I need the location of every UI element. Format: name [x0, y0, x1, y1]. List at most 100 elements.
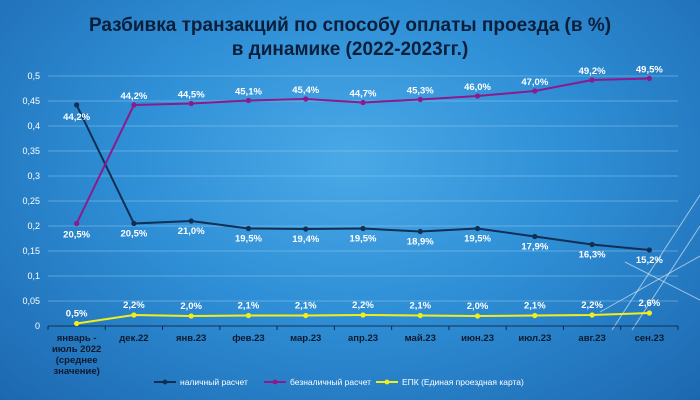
data-label: 44,7% — [350, 89, 377, 100]
decor-line — [631, 225, 700, 331]
data-point — [589, 312, 595, 318]
data-label: 2,2% — [581, 300, 603, 311]
data-label: 45,1% — [235, 87, 262, 98]
data-point — [303, 226, 309, 232]
y-tick-label: 0,4 — [27, 121, 40, 131]
data-point — [74, 220, 80, 227]
series-group — [74, 75, 652, 327]
data-point — [245, 97, 252, 104]
x-tick-label: значение) — [53, 366, 99, 377]
data-point — [360, 225, 366, 232]
data-label: 2,0% — [467, 301, 489, 312]
data-point — [474, 225, 481, 232]
x-tick-label: (среднее — [56, 355, 98, 366]
x-tick-label: январь - — [57, 333, 97, 344]
data-point — [245, 312, 252, 319]
x-tick-label: фев.23 — [232, 333, 265, 344]
legend-marker — [384, 379, 390, 385]
data-label: 49,2% — [579, 66, 606, 77]
legend-label: ЕПК (Единая проездная карта) — [402, 377, 524, 387]
data-label: 21,0% — [178, 226, 205, 237]
data-label: 16,3% — [579, 250, 606, 261]
chart-title-line-2: в динамике (2022-2023гг.) — [231, 39, 469, 60]
chart-title: Разбивка транзакций по способу оплаты пр… — [0, 14, 700, 62]
y-axis: 0 0,05 0,1 0,15 0,2 0,25 0,3 0,35 0,4 0,45 0,5 — [22, 71, 40, 331]
data-point — [188, 218, 194, 224]
y-tick-label: 0,45 — [22, 96, 40, 106]
data-point — [589, 241, 595, 248]
data-label: 2,1% — [295, 301, 317, 312]
y-tick-label: 0,1 — [27, 271, 40, 281]
data-point — [245, 225, 252, 232]
data-label: 15,2% — [636, 255, 663, 266]
data-label: 0,5% — [66, 309, 88, 320]
decor-line — [611, 194, 700, 331]
data-label: 45,3% — [407, 86, 434, 97]
data-point — [188, 313, 194, 319]
x-tick-label: июн.23 — [461, 333, 494, 344]
data-point — [417, 96, 423, 103]
data-label: 2,1% — [238, 301, 260, 312]
data-label: 20,5% — [120, 229, 147, 240]
data-label: 17,9% — [521, 242, 548, 253]
y-tick-label: 0,5 — [27, 71, 40, 81]
grid — [48, 75, 678, 327]
data-point — [646, 75, 652, 82]
decor-line — [624, 261, 700, 301]
data-point — [74, 320, 80, 327]
x-tick-label: янв.23 — [176, 333, 206, 344]
decor-line — [599, 255, 700, 313]
data-label: 2,6% — [639, 298, 661, 309]
data-point — [417, 228, 423, 235]
x-tick-label: июль 2022 — [52, 344, 101, 355]
legend: наличный расчет безналичный расчет ЕПК (Ед… — [154, 377, 524, 387]
x-tick-label: сен.23 — [635, 333, 665, 344]
data-label: 19,5% — [350, 234, 377, 245]
data-label: 2,1% — [524, 301, 546, 312]
x-tick-label: июл.23 — [518, 333, 551, 344]
data-point — [589, 77, 595, 83]
x-tick-label: дек.22 — [119, 333, 148, 344]
data-label: 44,2% — [63, 112, 90, 123]
data-point — [646, 310, 652, 316]
data-point — [74, 102, 80, 108]
legend-marker — [162, 379, 168, 385]
data-label: 47,0% — [521, 77, 548, 88]
data-point — [360, 99, 366, 106]
x-tick-label: авг.23 — [578, 333, 605, 344]
data-label: 18,9% — [407, 237, 434, 248]
data-point — [532, 312, 538, 319]
data-label: 2,2% — [123, 300, 145, 311]
data-point — [188, 100, 194, 107]
data-label: 2,2% — [352, 300, 374, 311]
data-point — [303, 96, 309, 102]
data-point — [131, 102, 137, 108]
data-point — [131, 220, 137, 227]
x-tick-label: апр.23 — [348, 333, 378, 344]
data-point — [360, 312, 366, 318]
legend-marker — [272, 379, 278, 385]
data-label: 19,4% — [292, 234, 319, 245]
data-label: 19,5% — [464, 234, 491, 245]
chart-title-line-1: Разбивка транзакций по способу оплаты пр… — [88, 15, 612, 36]
y-tick-label: 0,25 — [22, 196, 40, 206]
y-tick-label: 0,2 — [27, 221, 40, 231]
data-label: 49,5% — [636, 65, 663, 76]
data-label: 44,2% — [120, 91, 147, 102]
data-point — [131, 312, 137, 318]
data-point — [303, 312, 309, 319]
y-tick-label: 0,3 — [27, 171, 40, 181]
legend-label: наличный расчет — [180, 377, 248, 387]
data-point — [646, 247, 652, 253]
data-labels: 44,2% 20,5% 21,0% 19,5% 19,4% 19,5% 18,9% 19,5%… — [63, 65, 663, 320]
data-label: 44,5% — [178, 90, 205, 101]
x-tick-label: мар.23 — [290, 333, 321, 344]
data-point — [474, 93, 481, 99]
data-label: 45,4% — [292, 85, 319, 96]
data-point — [532, 233, 538, 240]
y-tick-label: 0,05 — [22, 296, 40, 306]
data-point — [474, 313, 481, 319]
data-label: 19,5% — [235, 234, 262, 245]
